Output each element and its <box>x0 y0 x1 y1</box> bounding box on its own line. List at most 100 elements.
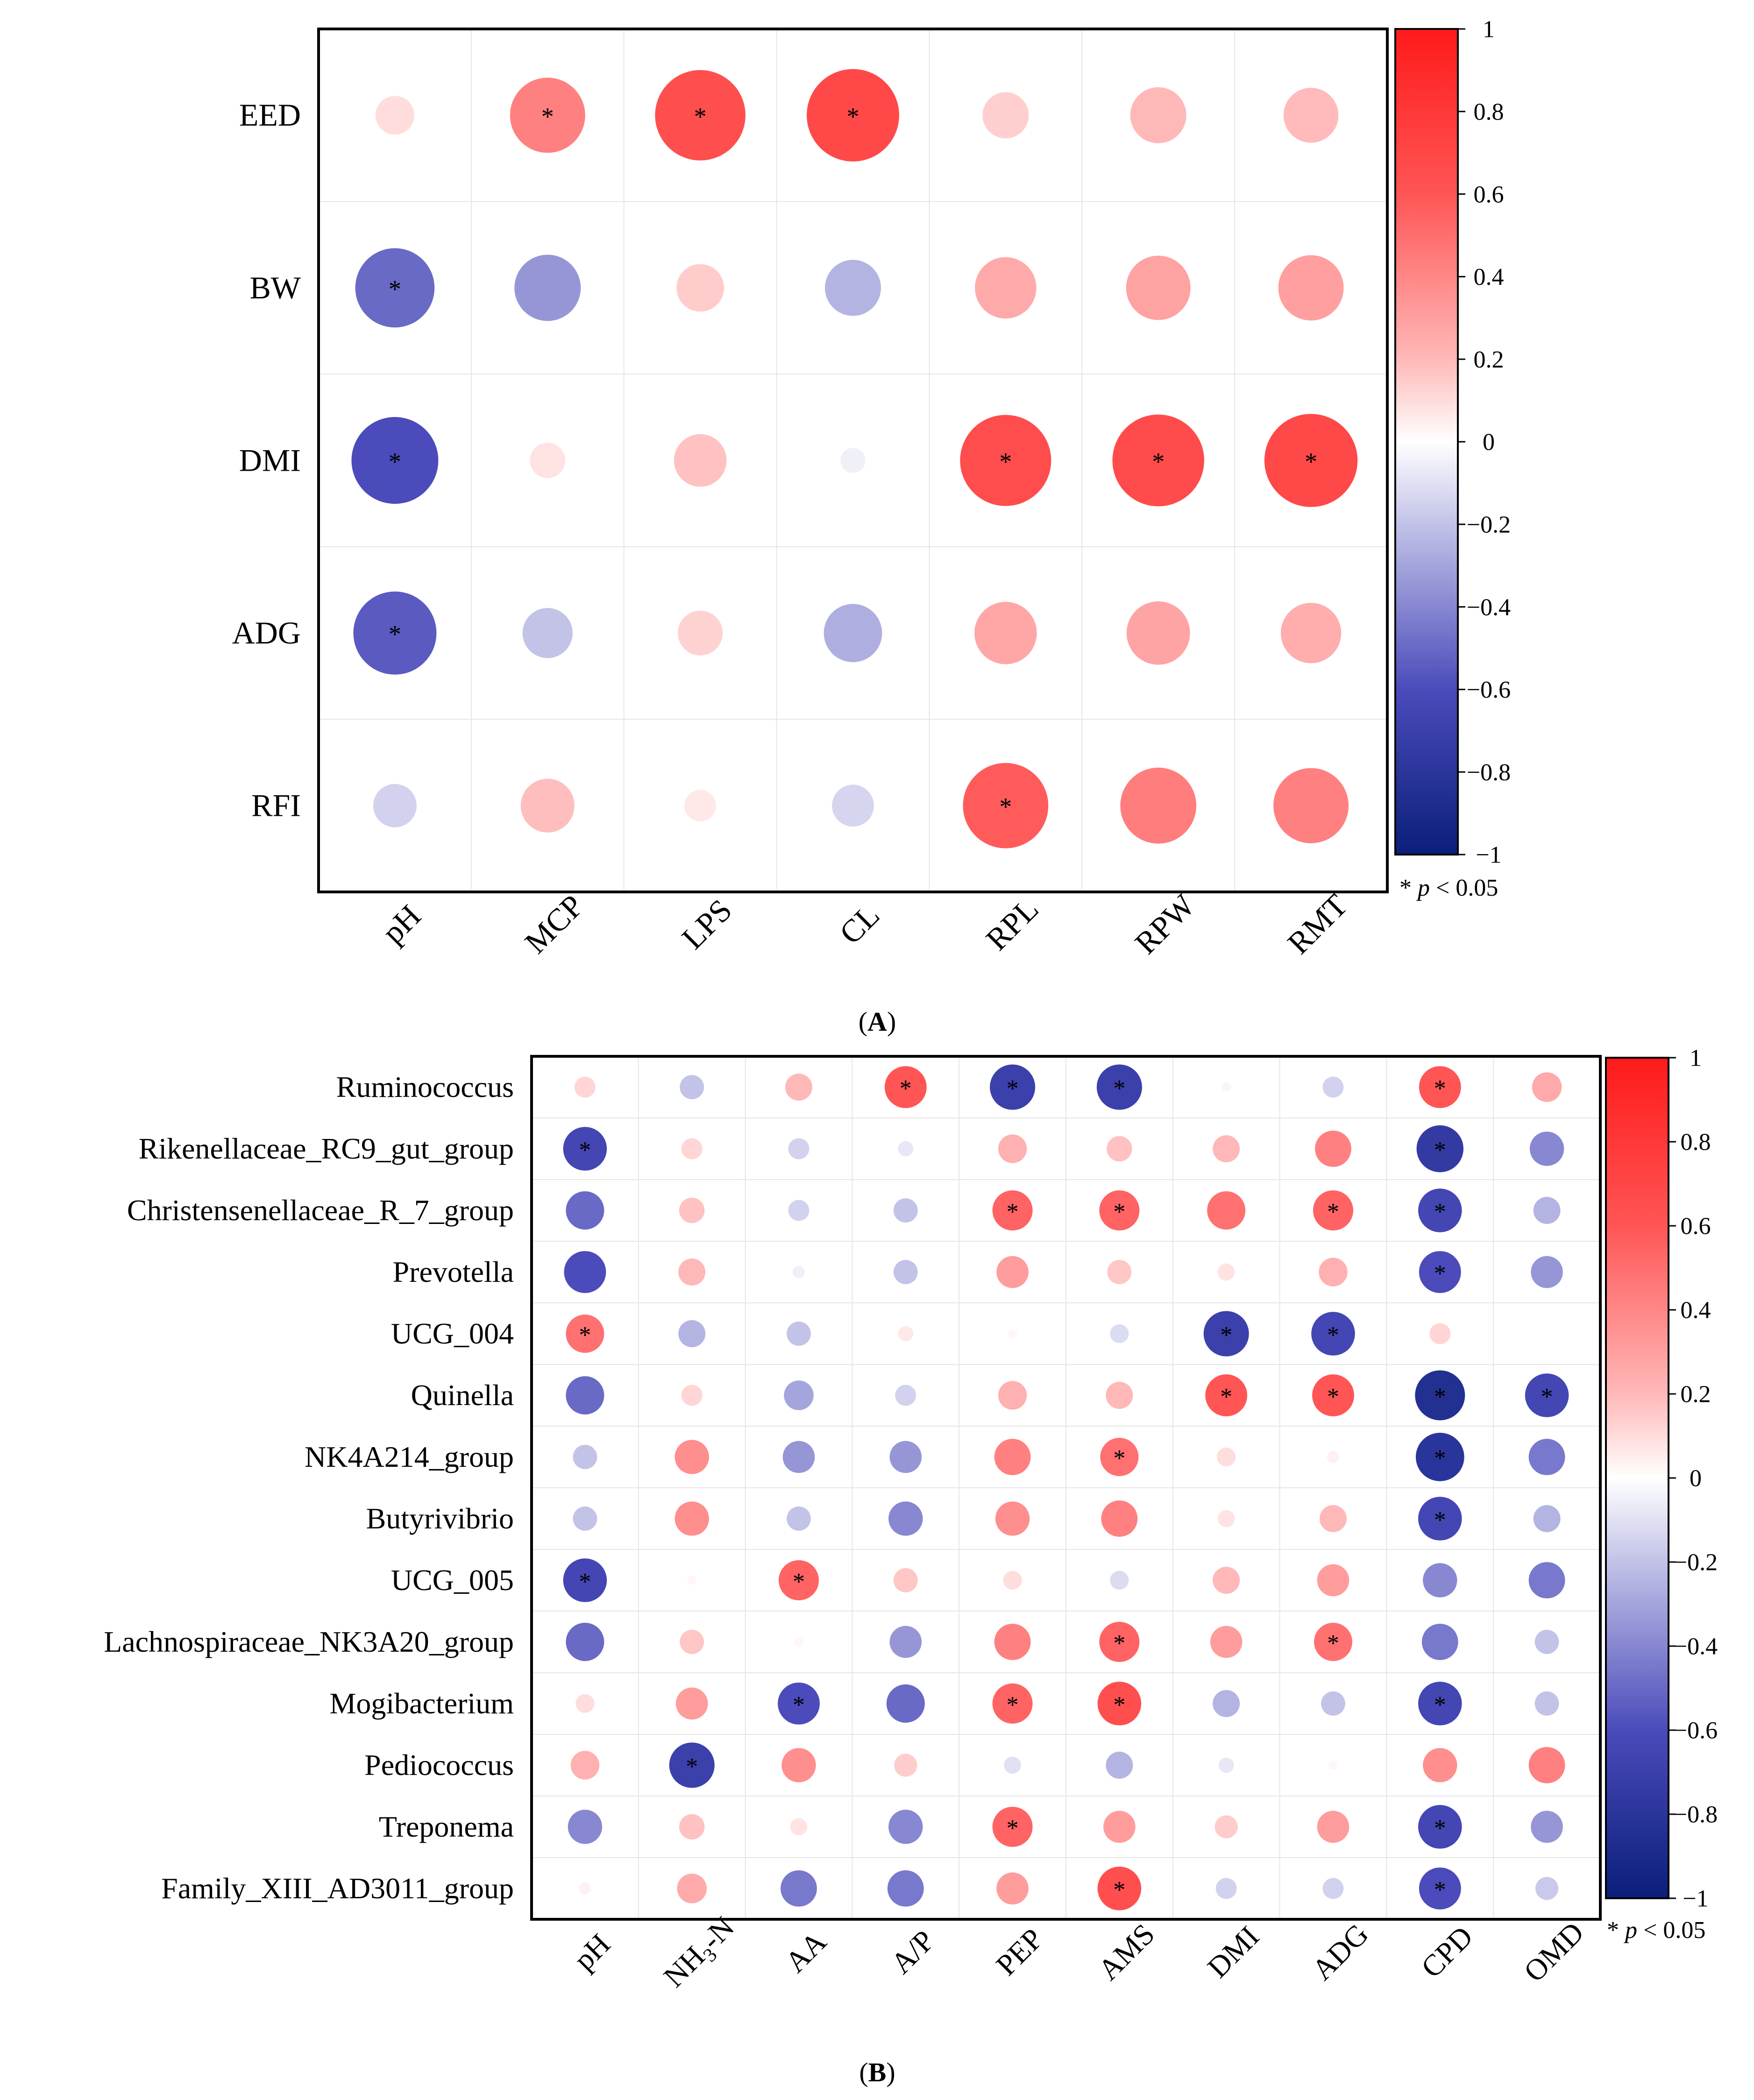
panel-b-row-label-christensenellaceae-r-7-group: Christensenellaceae_R_7_group <box>127 1194 514 1227</box>
panel-b-cell-butyrivibrio-a-p <box>888 1501 923 1536</box>
panel-b-cell-quinella-aa <box>784 1380 814 1410</box>
panel-b-significance-star: * <box>793 1692 805 1718</box>
panel-b-cell-treponema-a-p <box>888 1810 923 1844</box>
panel-b-cell-butyrivibrio-omd <box>1533 1505 1561 1532</box>
panel-b-cell-family-xiii-ad3011-group-pep <box>996 1872 1029 1905</box>
panel-a-cell-rfi-lps <box>684 790 717 822</box>
panel-b-col-label-ams: AMS <box>1092 1917 1161 1987</box>
panel-b-significance-star: * <box>1007 1075 1019 1102</box>
panel-b-cell-rikenellaceae-rc9-gut-group-dmi <box>1213 1135 1240 1162</box>
panel-a-cell-adg-cl <box>824 604 882 662</box>
panel-a-plot-frame <box>317 28 1389 893</box>
panel-b-cell-mogibacterium-adg <box>1321 1691 1345 1716</box>
panel-a-colorbar-tick-label: 0 <box>1483 429 1495 456</box>
panel-b-label: B <box>868 2057 887 2087</box>
panel-b-row-label-nk4a214-group: NK4A214_group <box>305 1440 514 1473</box>
panel-b-cell-nk4a214-group-a-p <box>889 1441 922 1473</box>
panel-a-col-label-rpl: RPL <box>979 891 1045 957</box>
panel-b-significance-star: * <box>1113 1075 1125 1102</box>
panel-b-col-label-adg: ADG <box>1306 1917 1375 1987</box>
panel-a-col-label-lps: LPS <box>675 892 739 956</box>
panel-b-colorbar-tick-label: 0.8 <box>1681 1129 1711 1156</box>
panel-a-significance-star: * <box>1305 448 1317 476</box>
panel-b-cell-christensenellaceae-r-7-group-dmi <box>1207 1191 1246 1230</box>
panel-b-cell-mogibacterium-omd <box>1534 1691 1559 1716</box>
panel-b-cell-christensenellaceae-r-7-group-nh3-n <box>679 1197 705 1223</box>
panel-b-cell-ucg-005-ph <box>563 1558 607 1602</box>
panel-b-cell-christensenellaceae-r-7-group-a-p <box>893 1198 918 1223</box>
panel-a-col-label-cl: CL <box>832 897 886 951</box>
panel-a-cell-eed-rpl <box>982 92 1029 139</box>
panel-a-cell-bw-rpw <box>1126 255 1191 320</box>
panel-a-significance-star: * <box>541 102 554 130</box>
panel-a-cell-rfi-cl <box>832 785 874 827</box>
panel-b-cell-ucg-004-omd <box>1545 1332 1548 1335</box>
panel-b-cell-ucg-004-pep <box>1008 1329 1017 1339</box>
panel-b-cell-pediococcus-aa <box>781 1748 816 1782</box>
panel-b-col-label-nh3-n: NH3-N <box>657 1910 744 1997</box>
panel-b-row-label-ucg-004: UCG_004 <box>391 1317 514 1350</box>
panel-a-cell-dmi-rmt <box>1264 414 1358 507</box>
panel-b-col-label-cpd: CPD <box>1414 1920 1479 1984</box>
panel-b-cell-mogibacterium-cpd <box>1418 1682 1462 1725</box>
panel-b-cell-butyrivibrio-nh3-n <box>675 1501 709 1536</box>
panel-b-cell-ruminococcus-ams <box>1096 1064 1142 1110</box>
panel-a-note-variable: p <box>1416 875 1430 901</box>
panel-b-cell-ruminococcus-adg <box>1322 1076 1344 1098</box>
panel-a-cell-adg-rpw <box>1126 601 1190 665</box>
panel-b-cell-treponema-dmi <box>1214 1815 1238 1838</box>
panel-b-cell-christensenellaceae-r-7-group-adg <box>1313 1190 1354 1231</box>
panel-b-cell-lachnospiraceae-nk3a20-group-ph <box>566 1622 604 1662</box>
panel-b-significance-star: * <box>1434 1137 1446 1164</box>
panel-a-significance-star: * <box>847 102 859 130</box>
panel-a-cell-rfi-rpw <box>1120 767 1197 844</box>
panel-b-plot-frame <box>530 1055 1602 1921</box>
panel-b-col-label-aa: AA <box>779 1925 833 1979</box>
panel-b-colorbar-tick-label: 0 <box>1690 1465 1702 1492</box>
panel-a-significance-star: * <box>389 448 401 476</box>
panel-b-cell-family-xiii-ad3011-group-ph <box>579 1882 591 1895</box>
panel-b-cell-rikenellaceae-rc9-gut-group-pep <box>998 1134 1027 1163</box>
panel-b-row-label-treponema: Treponema <box>379 1810 514 1843</box>
panel-b-cell-lachnospiraceae-nk3a20-group-adg <box>1314 1622 1353 1662</box>
panel-b-significance-star: * <box>1434 1199 1446 1225</box>
panel-b-cell-ucg-005-pep <box>1003 1570 1022 1590</box>
panel-b-cell-butyrivibrio-ph <box>573 1506 597 1531</box>
panel-b-cell-ucg-004-dmi <box>1203 1311 1249 1357</box>
panel-b-significance-star: * <box>900 1075 912 1102</box>
panel-a-significance-star: * <box>999 448 1012 476</box>
panel-b-cell-nk4a214-group-ph <box>573 1445 597 1469</box>
panel-b-cell-butyrivibrio-pep <box>995 1501 1030 1536</box>
panel-b-cell-lachnospiraceae-nk3a20-group-a-p <box>889 1626 922 1658</box>
panel-a-cell-dmi-rpw <box>1112 414 1204 507</box>
panel-b-cell-nk4a214-group-ams <box>1100 1437 1139 1477</box>
panel-b-cell-prevotella-omd <box>1531 1256 1563 1288</box>
panel-b-significance-star: * <box>1327 1199 1339 1225</box>
panel-b-cell-nk4a214-group-dmi <box>1217 1447 1236 1467</box>
panel-a-cell-bw-rmt <box>1278 255 1344 321</box>
panel-b-cell-quinella-dmi <box>1205 1374 1248 1416</box>
panel-a-col-label-rpw: RPW <box>1128 887 1202 961</box>
panel-b-row-label-prevotella: Prevotella <box>393 1255 514 1288</box>
panel-b-colorbar-tick-label: 0.6 <box>1681 1213 1711 1240</box>
panel-b-cell-mogibacterium-ams <box>1097 1682 1142 1725</box>
panel-b-significance-star: * <box>1434 1815 1446 1842</box>
panel-b-cell-prevotella-a-p <box>893 1260 918 1284</box>
panel-b-significance-star: * <box>1434 1260 1446 1287</box>
panel-b-cell-treponema-cpd <box>1418 1805 1462 1849</box>
panel-b-cell-quinella-pep <box>998 1381 1027 1410</box>
panel-b-cell-lachnospiraceae-nk3a20-group-cpd <box>1421 1624 1458 1660</box>
panel-b-cell-quinella-omd <box>1525 1373 1569 1417</box>
panel-b-cell-ucg-005-omd <box>1528 1562 1565 1598</box>
panel-b-colorbar-tick-label: 1 <box>1690 1045 1702 1072</box>
panel-b-significance-star: * <box>1434 1692 1446 1718</box>
panel-b-cell-prevotella-aa <box>793 1266 805 1278</box>
panel-a-significance-star: * <box>1152 448 1165 476</box>
panel-a-cell-adg-rmt <box>1280 602 1342 664</box>
panel-b-significance-star: * <box>686 1754 698 1780</box>
panel-b-cell-ucg-004-ams <box>1110 1324 1129 1343</box>
panel-b-significance-star: * <box>1007 1199 1019 1225</box>
panel-b-cell-ruminococcus-cpd <box>1419 1066 1461 1108</box>
panel-b-cell-rikenellaceae-rc9-gut-group-ams <box>1107 1136 1132 1162</box>
panel-b-cell-ucg-004-cpd <box>1429 1323 1451 1344</box>
